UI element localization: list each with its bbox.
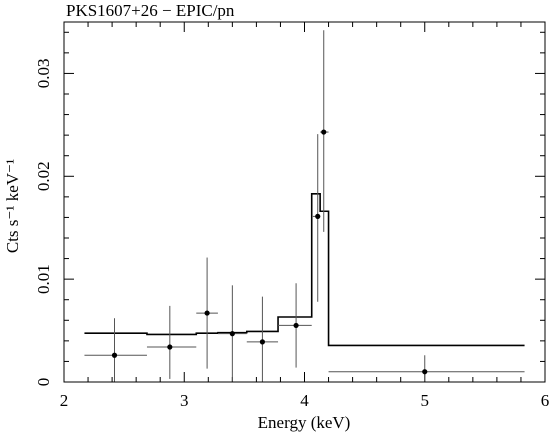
- x-axis-label: Energy (keV): [258, 413, 351, 432]
- x-tick-label: 3: [180, 391, 189, 410]
- y-tick-label: 0.03: [34, 59, 53, 89]
- data-point: [321, 129, 327, 135]
- data-point: [422, 369, 428, 375]
- x-tick-label: 6: [541, 391, 550, 410]
- data-point: [293, 322, 299, 329]
- data-point: [259, 339, 266, 345]
- y-tick-label: 0: [34, 378, 53, 387]
- model-step-line: [84, 192, 525, 347]
- data-point: [167, 344, 173, 350]
- x-tick-label: 2: [60, 391, 69, 410]
- data-point: [204, 310, 210, 316]
- data-point: [229, 331, 235, 337]
- plot-frame: [63, 21, 546, 383]
- x-tick-label: 4: [300, 391, 309, 410]
- y-axis-label: Cts s⁻¹ keV⁻¹: [3, 159, 22, 253]
- model-step-curve: [84, 192, 525, 347]
- data-points: [84, 30, 525, 382]
- data-point: [315, 213, 321, 219]
- x-tick-label: 5: [421, 391, 430, 410]
- y-tick-label: 0.01: [34, 264, 53, 294]
- y-tick-label: 0.02: [34, 161, 53, 191]
- chart-title: PKS1607+26 − EPIC/pn: [66, 1, 235, 20]
- data-point: [111, 352, 118, 358]
- axis-ticks: 2 3 4 5 6 0 0.01 0.02 0.03: [34, 22, 549, 410]
